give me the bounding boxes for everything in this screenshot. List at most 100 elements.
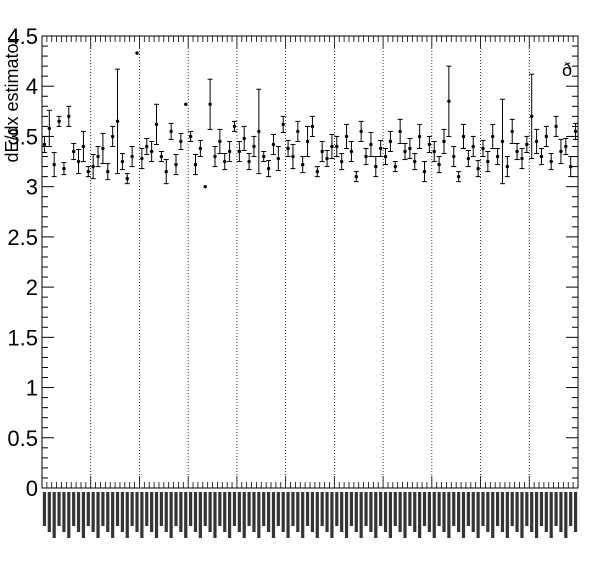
data-point [266, 166, 271, 171]
data-point [573, 129, 578, 134]
data-point [330, 144, 334, 149]
data-point [398, 129, 402, 134]
data-point [344, 134, 349, 139]
x-tick-label-mark [150, 492, 154, 532]
x-tick-labels [42, 492, 578, 538]
x-tick-label-mark [569, 492, 573, 526]
data-point [403, 149, 407, 154]
data-point [320, 149, 324, 154]
x-tick-label-mark [62, 492, 66, 532]
x-tick-label-mark [447, 492, 451, 538]
x-tick-label-mark [242, 492, 246, 538]
data-point [57, 119, 61, 124]
data-point [130, 154, 134, 159]
data-point [232, 124, 237, 129]
x-tick-label-mark [81, 492, 86, 538]
x-tick-label-mark [388, 492, 392, 538]
x-tick-label-mark [374, 492, 378, 538]
data-point [242, 136, 246, 141]
data-point [296, 129, 300, 134]
x-tick-label-mark [471, 492, 475, 532]
y-axis: 0 0.5 1 1.5 2 2.5 3 3.5 4 4.5 [7, 24, 578, 501]
data-points [41, 51, 579, 189]
x-tick-label-mark [500, 492, 505, 532]
x-tick-label-mark [403, 492, 407, 538]
data-point [115, 119, 120, 124]
x-tick-label-mark [442, 492, 446, 532]
x-tick-label-mark [379, 492, 383, 526]
x-tick-label-mark [291, 492, 295, 526]
x-tick-label-mark [42, 492, 47, 526]
x-tick-label-mark [120, 492, 124, 532]
x-tick-label-mark [237, 492, 241, 532]
data-point [252, 144, 256, 149]
x-tick-label-mark [315, 492, 319, 538]
x-tick-label-mark [106, 492, 110, 532]
x-tick-label-mark [320, 492, 324, 526]
data-point [383, 154, 388, 159]
data-point [198, 146, 203, 151]
data-point [437, 162, 441, 167]
data-point [559, 149, 563, 154]
data-point [466, 156, 471, 161]
data-point [388, 139, 393, 144]
plot-frame [41, 35, 579, 489]
x-tick-label-mark [452, 492, 456, 526]
data-point [237, 149, 242, 154]
data-point [413, 159, 417, 164]
x-tick-label-mark [101, 492, 105, 526]
x-tick-label-mark [354, 492, 358, 532]
x-tick-label-mark [228, 492, 232, 538]
x-tick-label-mark [47, 492, 51, 532]
data-point [101, 146, 105, 151]
x-tick-label-mark [364, 492, 368, 526]
x-tick-label-mark [549, 492, 553, 538]
data-point [520, 156, 524, 161]
x-tick-label-mark [203, 492, 207, 526]
x-tick-label-mark [359, 492, 363, 538]
data-point [427, 142, 432, 147]
x-tick-label-mark [257, 492, 261, 538]
data-point [208, 102, 212, 107]
x-tick-label-mark [398, 492, 402, 532]
x-tick-label-mark [520, 492, 524, 538]
data-point [393, 164, 397, 169]
x-tick-label-mark [184, 492, 188, 538]
y-tick-label: 3.5 [7, 124, 38, 149]
data-point [106, 169, 110, 174]
data-point [81, 144, 86, 149]
data-point [149, 149, 154, 154]
data-point [257, 129, 261, 134]
x-tick-label-mark [559, 492, 563, 532]
data-point [286, 146, 290, 151]
x-tick-label-mark [52, 492, 56, 538]
x-tick-label-mark [573, 492, 578, 532]
corner-label: ð [562, 60, 572, 80]
data-point [417, 134, 422, 139]
x-tick-label-mark [466, 492, 470, 526]
x-axis [41, 36, 579, 488]
x-tick-label-mark [96, 492, 100, 538]
x-tick-label-mark [418, 492, 422, 538]
x-tick-label-mark [125, 492, 129, 538]
x-tick-label-mark [57, 492, 61, 526]
data-point [495, 154, 500, 159]
y-tick-label: 2.5 [7, 225, 38, 250]
x-tick-label-mark [461, 492, 466, 538]
x-tick-label-mark [140, 492, 144, 538]
data-point [339, 159, 344, 164]
x-tick-label-mark [534, 492, 539, 538]
x-tick-label-mark [223, 492, 227, 532]
y-tick-label: 1 [26, 376, 38, 401]
x-tick-label-mark [76, 492, 81, 532]
data-point [486, 159, 490, 164]
x-tick-label-mark [271, 492, 276, 538]
data-point [223, 159, 227, 164]
data-point [159, 154, 164, 159]
x-tick-label-mark [393, 492, 397, 526]
data-point [481, 146, 485, 151]
x-tick-label-mark [145, 492, 149, 526]
x-tick-label-mark [564, 492, 568, 538]
x-tick-label-mark [198, 492, 202, 538]
x-tick-label-mark [281, 492, 285, 532]
